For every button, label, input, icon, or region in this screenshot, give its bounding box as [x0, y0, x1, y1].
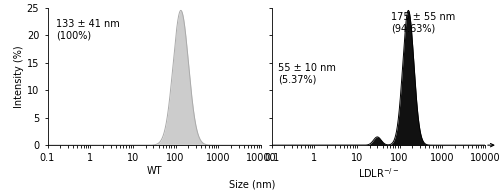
- X-axis label: LDLR$^{-/-}$: LDLR$^{-/-}$: [358, 166, 399, 180]
- Text: 175 ± 55 nm
(94.63%): 175 ± 55 nm (94.63%): [391, 12, 456, 33]
- Text: 55 ± 10 nm
(5.37%): 55 ± 10 nm (5.37%): [278, 63, 336, 84]
- Y-axis label: Intensity (%): Intensity (%): [14, 45, 24, 108]
- Text: 133 ± 41 nm
(100%): 133 ± 41 nm (100%): [56, 19, 120, 40]
- X-axis label: WT: WT: [146, 166, 162, 176]
- Text: Size (nm): Size (nm): [230, 179, 276, 189]
